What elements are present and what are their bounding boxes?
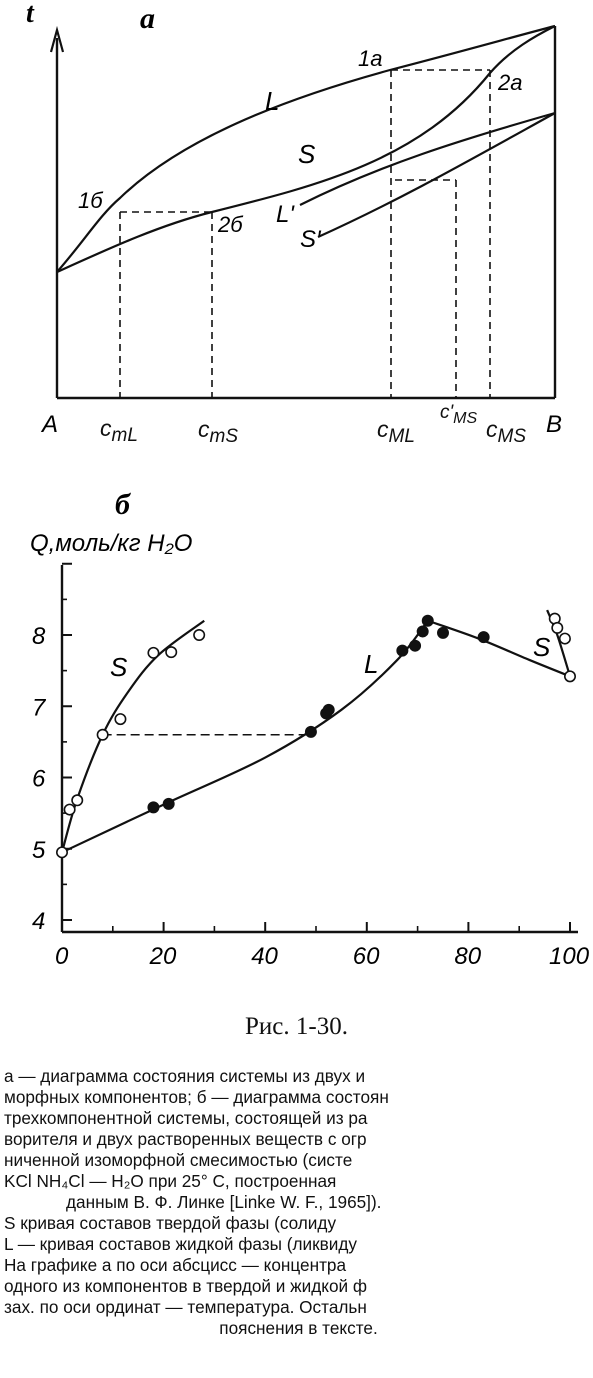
b-y-tick-label: 7 [32,694,47,721]
b-point-solid-phase [193,628,206,641]
figure: а t A B L S L' S' 1а 2а 1б 2б cmL cmS cMLc… [26,0,590,970]
panel-b-points [55,612,576,859]
b-x-tick-label: 80 [454,943,481,970]
b-point-liquid-phase [436,626,449,639]
caption-line: одного из компонентов в твердой и жидкой… [4,1276,368,1296]
b-point-solid-phase [71,794,84,807]
b-point-solid-phase [114,713,127,726]
b-y-tick-label: 8 [32,623,46,650]
caption-line: KCl NH₄Cl — H₂O при 25° C, построенная [4,1171,337,1191]
b-point-solid-phase [563,670,576,683]
b-point-liquid-phase [416,625,429,638]
caption-line: зах. по оси ординат — температура. Остал… [4,1297,367,1317]
b-point-liquid-phase [396,644,409,657]
panel-a-x-tick-3: c'MS [440,402,477,427]
curve-label-l-prime: L' [276,201,295,228]
b-curve-label-s-right: S [533,632,551,662]
panel-a-x-tick-0: cmL [100,415,138,446]
b-point-liquid-phase [322,703,335,716]
b-y-tick-label: 4 [32,908,45,935]
caption-line: а — диаграмма состояния системы из двух … [4,1066,366,1086]
b-point-solid-phase [63,803,76,816]
corner-a-label: A [40,411,58,438]
point-label-2b: 2б [217,212,244,237]
b-point-solid-phase [551,621,564,634]
caption-line: морфных компонентов; б — диаграмма состо… [4,1087,389,1107]
caption-body: а — диаграмма состояния системы из двух … [4,1066,593,1339]
panel-b-label: б [115,488,131,521]
caption-title: Рис. 1-30. [245,1013,348,1040]
caption-line: ниченной изоморфной смесимостью (систе [4,1150,353,1170]
panel-a-x-tick-4: cMS [486,416,526,447]
b-x-tick-label: 40 [251,943,278,970]
b-y-tick-label: 6 [32,766,46,793]
panel-a-label: а [140,2,155,35]
panel-a: а t A B L S L' S' 1а 2а 1б 2б cmL cmS cMLc… [26,0,562,447]
b-curve-label-s-left: S [110,652,128,682]
b-x-tick-label: 60 [353,943,380,970]
solidus-curve-s-prime [317,112,556,239]
b-curve-label-l: L [364,649,378,679]
b-point-solid-phase [96,728,109,741]
caption-line: пояснения в тексте. [219,1318,378,1338]
caption-line: S кривая составов твердой фазы (солиду [4,1213,337,1233]
point-label-1a: 1а [358,46,382,71]
b-curve-s-right [546,609,572,677]
panel-a-x-tick-1: cmS [198,416,238,447]
b-point-solid-phase [147,646,160,659]
caption-line: трехкомпонентной системы, состоящей из р… [4,1108,368,1128]
b-point-solid-phase [55,846,68,859]
liquidus-curve-l-prime [299,111,556,206]
b-x-tick-label: 100 [549,943,590,970]
curve-label-s-prime: S' [300,226,322,253]
solidus-curve-s [56,25,556,274]
b-y-tick-label: 5 [32,837,46,864]
curve-label-l: L [265,86,279,116]
b-x-tick-label: 20 [149,943,177,970]
b-point-solid-phase [165,646,178,659]
b-point-solid-phase [558,632,571,645]
b-point-liquid-phase [477,631,490,644]
caption-line: данным В. Ф. Линке [Linke W. F., 1965]). [66,1192,382,1212]
corner-b-label: B [546,411,562,438]
panel-a-x-ticks: cmL cmS cML c'MS cMS [100,402,526,447]
b-x-tick-label: 0 [55,943,69,970]
caption-line: ворителя и двух растворенных веществ с о… [4,1129,367,1149]
t-axis-arrow [49,25,65,53]
panel-b-ylabel: Q,моль/кг H₂O [30,530,192,557]
b-point-liquid-phase [409,639,422,652]
caption-line: L — кривая составов жидкой фазы (ликвиду [4,1234,358,1254]
b-point-liquid-phase [162,797,175,810]
curve-label-s: S [298,139,316,169]
b-point-liquid-phase [147,801,160,814]
liquidus-curve-l [56,24,556,273]
b-point-liquid-phase [304,725,317,738]
b-point-liquid-phase [421,614,434,627]
caption-line: На графике а по оси абсцисс — концентра [4,1255,347,1275]
b-curve-s-left [60,619,205,853]
point-label-1b: 1б [78,188,104,213]
b-curve-l-right [427,619,571,678]
t-axis-label: t [26,0,35,29]
b-curve-l-left [61,620,429,854]
panel-a-x-tick-2: cML [377,416,415,447]
point-label-2a: 2а [497,70,522,95]
